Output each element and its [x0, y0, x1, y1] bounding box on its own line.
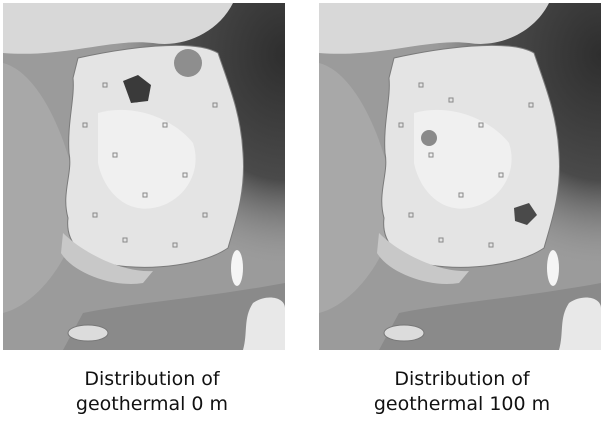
caption: Distribution of: [394, 368, 531, 390]
map-panel: [319, 3, 601, 350]
hotspot: [174, 49, 202, 77]
figure: Distribution of geothermal 0 m Distribut…: [0, 0, 602, 419]
caption: Distribution of: [84, 368, 221, 390]
hotspot: [421, 130, 437, 146]
map-panel: [3, 3, 285, 350]
caption: geothermal 100 m: [374, 393, 550, 415]
caption: geothermal 0 m: [76, 393, 228, 415]
